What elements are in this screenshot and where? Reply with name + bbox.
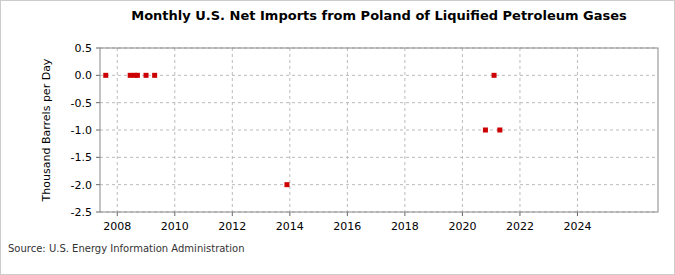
tick-label: 0.5 [75, 42, 93, 55]
grid-line [100, 102, 658, 103]
tick-label: -1.5 [71, 151, 92, 164]
tick-label: -2.0 [71, 179, 92, 192]
chart: Monthly U.S. Net Imports from Poland of … [0, 0, 675, 275]
tick [519, 212, 520, 216]
tick [96, 102, 100, 103]
tick [404, 212, 405, 216]
grid-line [232, 48, 233, 212]
tick [232, 212, 233, 216]
tick-label: 2012 [218, 220, 246, 233]
source: Source: U.S. Energy Information Administ… [8, 243, 245, 254]
tick [289, 212, 290, 216]
point [483, 128, 488, 133]
tick-label: 2016 [333, 220, 361, 233]
grid-line [100, 184, 658, 185]
tick [117, 212, 118, 216]
tick [462, 212, 463, 216]
tick [577, 212, 578, 216]
tick [96, 130, 100, 131]
grid-line [519, 48, 520, 212]
grid-line [100, 130, 658, 131]
tick-label: 2024 [563, 220, 591, 233]
point [144, 73, 149, 78]
grid-line [117, 48, 118, 212]
plot-frame [100, 48, 658, 212]
plot-area [100, 48, 658, 212]
background [1, 1, 675, 275]
grid-line [174, 48, 175, 212]
grid-line [347, 48, 348, 212]
tick [174, 212, 175, 216]
tick-label: -0.5 [71, 97, 92, 110]
point [152, 73, 157, 78]
point [103, 73, 108, 78]
axis-label: Thousand Barrels per Day [40, 58, 53, 202]
grid-line [100, 157, 658, 158]
tick-label: -1.0 [71, 124, 92, 137]
grid-line [289, 48, 290, 212]
tick-label: 2010 [161, 220, 189, 233]
point [128, 73, 133, 78]
title: Monthly U.S. Net Imports from Poland of … [131, 8, 627, 23]
marks [103, 73, 502, 187]
tick-label: 2014 [276, 220, 304, 233]
point [135, 73, 140, 78]
tick-label: 2020 [448, 220, 476, 233]
tick [96, 212, 100, 213]
point [492, 73, 497, 78]
tick-label: 2018 [391, 220, 419, 233]
tick [96, 184, 100, 185]
grid-line [404, 48, 405, 212]
point [284, 182, 289, 187]
tick-label: 0.0 [75, 69, 93, 82]
tick [96, 48, 100, 49]
tick [347, 212, 348, 216]
grid-line [462, 48, 463, 212]
tick-label: 2022 [506, 220, 534, 233]
tick [96, 157, 100, 158]
grid-line [577, 48, 578, 212]
tick-label: 2008 [103, 220, 131, 233]
grid-line [100, 75, 658, 76]
tick-label: -2.5 [71, 206, 92, 219]
point [497, 128, 502, 133]
tick [96, 75, 100, 76]
